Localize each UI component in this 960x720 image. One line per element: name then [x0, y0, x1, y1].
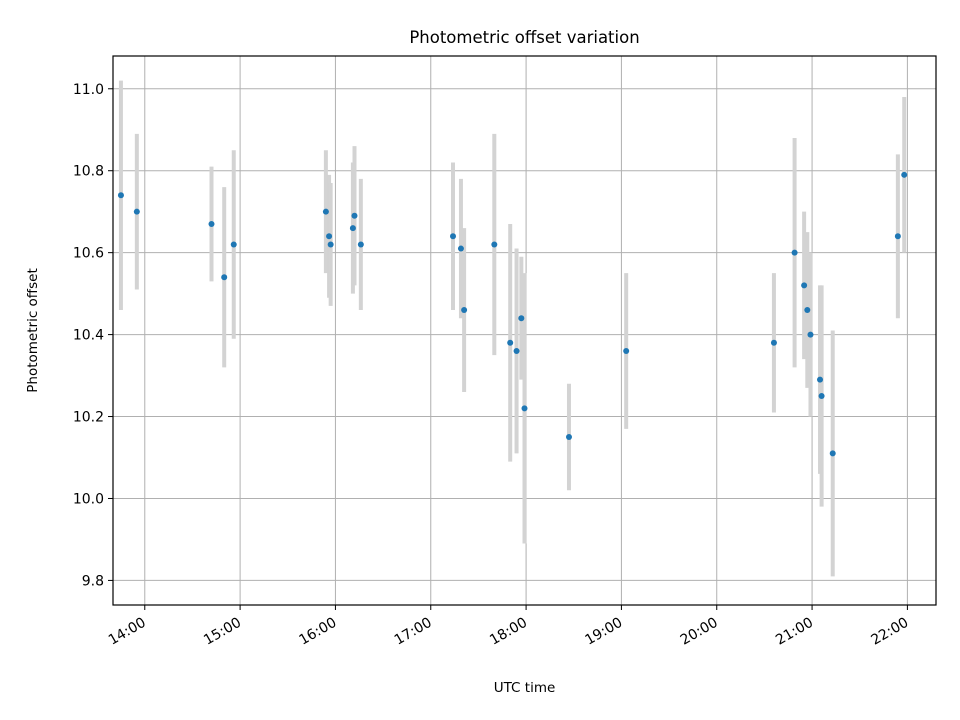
data-point	[623, 347, 630, 354]
data-points	[117, 171, 908, 457]
data-point	[818, 393, 825, 400]
data-point	[450, 233, 457, 240]
data-point	[491, 241, 498, 248]
y-axis-label: Photometric offset	[25, 268, 41, 392]
data-point	[208, 220, 215, 227]
y-tick-label: 9.8	[82, 573, 104, 589]
data-point	[117, 192, 124, 199]
y-tick-label: 10.2	[73, 410, 104, 426]
data-point	[349, 225, 356, 232]
data-point	[565, 434, 572, 441]
data-point	[457, 245, 464, 252]
data-point	[829, 450, 836, 457]
data-point	[327, 241, 334, 248]
data-point	[221, 274, 228, 281]
y-tick-label: 10.4	[73, 328, 104, 344]
data-point	[322, 208, 329, 215]
y-tick-label: 11.0	[73, 82, 104, 98]
y-axis-ticks: 9.8 10.0 10.2 10.4 10.6 10.8 11.0	[73, 82, 113, 589]
plot-area-frame	[112, 55, 937, 606]
data-point	[513, 347, 520, 354]
data-point	[357, 241, 364, 248]
data-point	[770, 339, 777, 346]
data-point	[807, 331, 814, 338]
data-point	[461, 307, 468, 314]
data-point	[901, 171, 908, 178]
data-point	[507, 339, 514, 346]
data-point	[817, 376, 824, 383]
chart-title: Photometric offset variation	[409, 28, 639, 47]
x-axis-label: UTC time	[494, 680, 556, 696]
data-point	[351, 212, 358, 219]
data-point	[521, 405, 528, 412]
y-tick-label: 10.6	[73, 246, 104, 262]
data-point	[326, 233, 333, 240]
data-point	[518, 315, 525, 322]
data-point	[133, 208, 140, 215]
data-point	[894, 233, 901, 240]
data-point	[791, 249, 798, 256]
y-tick-label: 10.8	[73, 164, 104, 180]
data-point	[230, 241, 237, 248]
y-tick-label: 10.0	[73, 491, 104, 507]
data-point	[801, 282, 808, 289]
data-point	[804, 307, 811, 314]
